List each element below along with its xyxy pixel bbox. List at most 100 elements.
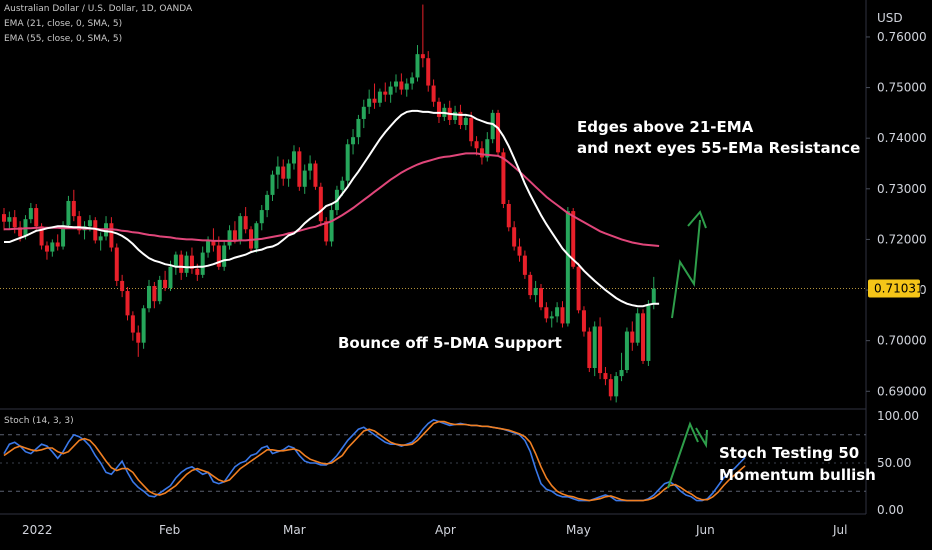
candle-body: [125, 291, 130, 316]
candle-body: [87, 220, 92, 227]
candle-body: [517, 246, 522, 256]
candle-body: [243, 216, 248, 230]
time-tick-label: Apr: [435, 523, 456, 537]
price-tick-label: 0.70000: [877, 334, 927, 348]
candle-body: [308, 163, 313, 171]
candle-body: [109, 223, 114, 248]
ema21-legend: EMA (21, close, 0, SMA, 5): [4, 19, 123, 29]
candle-body: [39, 226, 44, 246]
candle-body: [490, 112, 495, 140]
candle-body: [136, 332, 141, 343]
candle-body: [624, 331, 629, 371]
ema55-legend: EMA (55, close, 0, SMA, 5): [4, 34, 123, 44]
candle-body: [12, 217, 17, 228]
candle-body: [651, 288, 656, 305]
candle-body: [195, 268, 200, 275]
candle-body: [7, 217, 12, 222]
candle-body: [77, 216, 82, 231]
price-axis: 0.690000.700000.710000.720000.730000.740…: [866, 30, 927, 398]
candle-body: [146, 285, 151, 309]
candle-body: [587, 331, 592, 368]
candle-body: [619, 370, 624, 377]
candle-body: [372, 98, 377, 103]
candle-body: [576, 266, 581, 311]
annotation-ema-line1: Edges above 21-EMA: [577, 118, 754, 136]
candle-body: [383, 91, 388, 95]
time-tick-label: 2022: [22, 523, 53, 537]
candle-body: [571, 211, 576, 267]
candle-body: [173, 254, 178, 267]
candle-body: [18, 227, 23, 237]
candle-body: [549, 316, 554, 319]
candle-body: [565, 211, 570, 324]
ema55-line: [4, 152, 660, 247]
instrument-title: Australian Dollar / U.S. Dollar, 1D, OAN…: [4, 4, 193, 14]
candle-body: [356, 118, 361, 138]
candle-body: [275, 166, 280, 175]
candle-body: [120, 280, 125, 292]
stoch-legend: Stoch (14, 3, 3): [4, 416, 74, 426]
candle-body: [238, 216, 243, 241]
candle-body: [302, 170, 307, 187]
candle-body: [313, 163, 318, 187]
candle-body: [404, 83, 409, 90]
time-tick-label: Feb: [159, 523, 180, 537]
price-tick-label: 0.75000: [877, 81, 927, 95]
candle-body: [496, 112, 501, 153]
candle-body: [506, 203, 511, 228]
time-tick-label: Jul: [832, 523, 847, 537]
candle-body: [458, 111, 463, 126]
candle-body: [281, 166, 286, 179]
candle-body: [216, 245, 221, 267]
candle-body: [410, 77, 415, 84]
candle-body: [453, 111, 458, 120]
candle-body: [168, 266, 173, 289]
price-tick-label: 0.74000: [877, 131, 927, 145]
candle-body: [436, 101, 441, 117]
last-price-value: 0.71031: [874, 281, 924, 295]
candle-body: [485, 139, 490, 158]
candle-body: [463, 117, 468, 126]
candle-body: [479, 148, 484, 158]
annotation-stoch-line2: Momentum bullish: [719, 466, 876, 484]
candle-body: [179, 254, 184, 273]
candle-body: [163, 279, 168, 289]
candle-body: [431, 85, 436, 102]
candle-body: [351, 137, 356, 145]
stoch-tick-label: 50.00: [877, 456, 911, 470]
candle-body: [206, 240, 211, 253]
candle-body: [377, 91, 382, 103]
candle-body: [318, 186, 323, 222]
candle-body: [501, 152, 506, 204]
stoch-d-line: [3, 420, 746, 502]
candle-body: [555, 307, 560, 317]
candle-body: [544, 307, 549, 319]
stoch-tick-label: 100.00: [877, 409, 919, 423]
candle-body: [388, 86, 393, 95]
candle-body: [603, 373, 608, 380]
time-tick-label: Mar: [283, 523, 306, 537]
stoch-k-line: [3, 418, 746, 502]
ema21-line: [4, 109, 660, 308]
price-tick-label: 0.73000: [877, 182, 927, 196]
candle-body: [340, 180, 345, 190]
candle-body: [157, 279, 162, 302]
candle-body: [66, 200, 71, 226]
candle-body: [420, 54, 425, 59]
candle-body: [270, 174, 275, 195]
candle-body: [200, 252, 205, 275]
candle-body: [512, 227, 517, 247]
time-tick-label: May: [566, 523, 591, 537]
projection-arrow-stoch: [667, 421, 708, 489]
candle-body: [61, 225, 66, 247]
candle-body: [98, 236, 103, 241]
candle-body: [259, 210, 264, 224]
candle-body: [254, 223, 259, 249]
candle-body: [93, 220, 98, 241]
candle-body: [592, 326, 597, 368]
candle-body: [44, 245, 49, 252]
candle-body: [608, 379, 613, 397]
currency-label: USD: [877, 11, 903, 25]
